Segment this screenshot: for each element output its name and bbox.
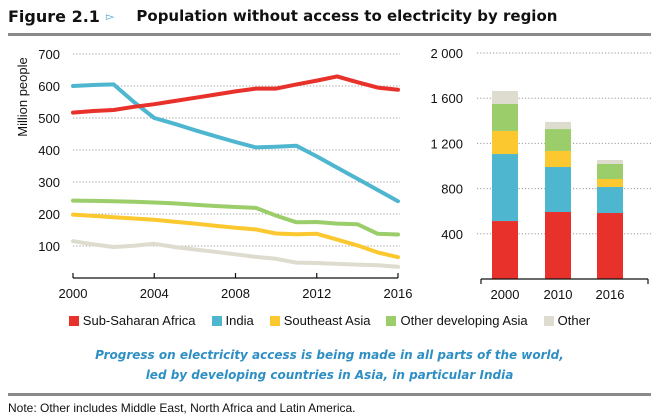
figure-title: Population without access to electricity… <box>136 7 558 25</box>
bar-segment-2010-other-developing-asia <box>545 129 571 151</box>
x-tick-label: 2004 <box>140 286 169 301</box>
legend-swatch <box>386 315 397 326</box>
y-tick-label: 1 600 <box>430 91 463 106</box>
y-tick-label: 800 <box>441 182 463 197</box>
legend-label: Sub-Saharan Africa <box>82 313 196 328</box>
bar-segment-2000-other <box>492 90 518 104</box>
bar-segment-2016-sub-saharan-africa <box>597 213 623 279</box>
legend-item-southeast-asia: Southeast Asia <box>269 313 371 328</box>
legend-swatch <box>211 315 222 326</box>
stacked-bar-chart: 400 800 1 200 1 600 2 000 2000 2010 2016 <box>430 46 651 302</box>
y-tick-label: 600 <box>38 79 60 94</box>
y-tick-label: 400 <box>38 143 60 158</box>
bar-segment-2016-other <box>597 160 623 164</box>
bar-segment-2016-other-developing-asia <box>597 163 623 179</box>
y-axis-label: Million people <box>15 57 30 137</box>
legend-label: India <box>225 313 254 328</box>
bar-segment-2010-india <box>545 167 571 212</box>
bar-segment-2000-other-developing-asia <box>492 103 518 131</box>
x-tick-label: 2000 <box>491 287 520 302</box>
bar-segment-2000-southeast-asia <box>492 130 518 155</box>
legend-label: Southeast Asia <box>283 313 371 328</box>
top-divider <box>8 33 651 36</box>
y-tick-label: 400 <box>441 227 463 242</box>
y-tick-label: 2 000 <box>430 46 463 61</box>
figure-header: Figure 2.1 ▻ Population without access t… <box>8 4 557 28</box>
legend-item-sub-saharan-africa: Sub-Saharan Africa <box>68 313 196 328</box>
series-line-southeast-asia <box>71 212 400 260</box>
bar-segment-2016-southeast-asia <box>597 178 623 188</box>
legend-item-other-developing-asia: Other developing Asia <box>386 313 528 328</box>
series-line-other-developing-asia <box>71 198 400 237</box>
series-line-other <box>71 239 400 269</box>
legend-item-other: Other <box>543 313 591 328</box>
legend-swatch <box>543 315 554 326</box>
bottom-divider <box>8 393 651 396</box>
legend-item-india: India <box>211 313 254 328</box>
legend-label: Other <box>557 313 591 328</box>
x-tick-label: 2016 <box>384 286 413 301</box>
key-message-line-2: led by developing countries in Asia, in … <box>145 368 514 382</box>
x-tick-label: 2008 <box>221 286 250 301</box>
play-arrow-icon: ▻ <box>105 10 115 23</box>
legend-label: Other developing Asia <box>400 313 528 328</box>
y-tick-label: 700 <box>38 47 60 62</box>
bar-segment-2010-southeast-asia <box>545 150 571 168</box>
y-tick-label: 1 200 <box>430 136 463 151</box>
bar-segment-2016-india <box>597 187 623 214</box>
figure-number: Figure 2.1 <box>8 6 100 26</box>
legend-swatch <box>68 315 79 326</box>
key-message-line-1: Progress on electricity access is being … <box>95 348 564 362</box>
bar-segment-2010-other <box>545 121 571 130</box>
bar-segment-2000-sub-saharan-africa <box>492 221 518 279</box>
bar-segment-2000-india <box>492 154 518 222</box>
y-tick-label: 100 <box>38 239 60 254</box>
y-tick-label: 300 <box>38 175 60 190</box>
line-chart: Million people 100 200 300 400 500 600 700 200… <box>15 47 413 301</box>
legend: Sub-Saharan Africa India Southeast Asia … <box>0 313 659 328</box>
y-tick-label: 200 <box>38 207 60 222</box>
x-tick-label: 2000 <box>59 286 88 301</box>
series-line-sub-saharan-africa <box>71 74 400 115</box>
footnote: Note: Other includes Middle East, North … <box>8 401 356 415</box>
key-message: Progress on electricity access is being … <box>0 345 659 385</box>
series-line-india <box>71 82 400 204</box>
bar-segment-2010-sub-saharan-africa <box>545 211 571 279</box>
legend-swatch <box>269 315 280 326</box>
x-tick-label: 2016 <box>596 287 625 302</box>
x-tick-label: 2012 <box>302 286 331 301</box>
y-tick-label: 500 <box>38 111 60 126</box>
x-tick-label: 2010 <box>544 287 573 302</box>
